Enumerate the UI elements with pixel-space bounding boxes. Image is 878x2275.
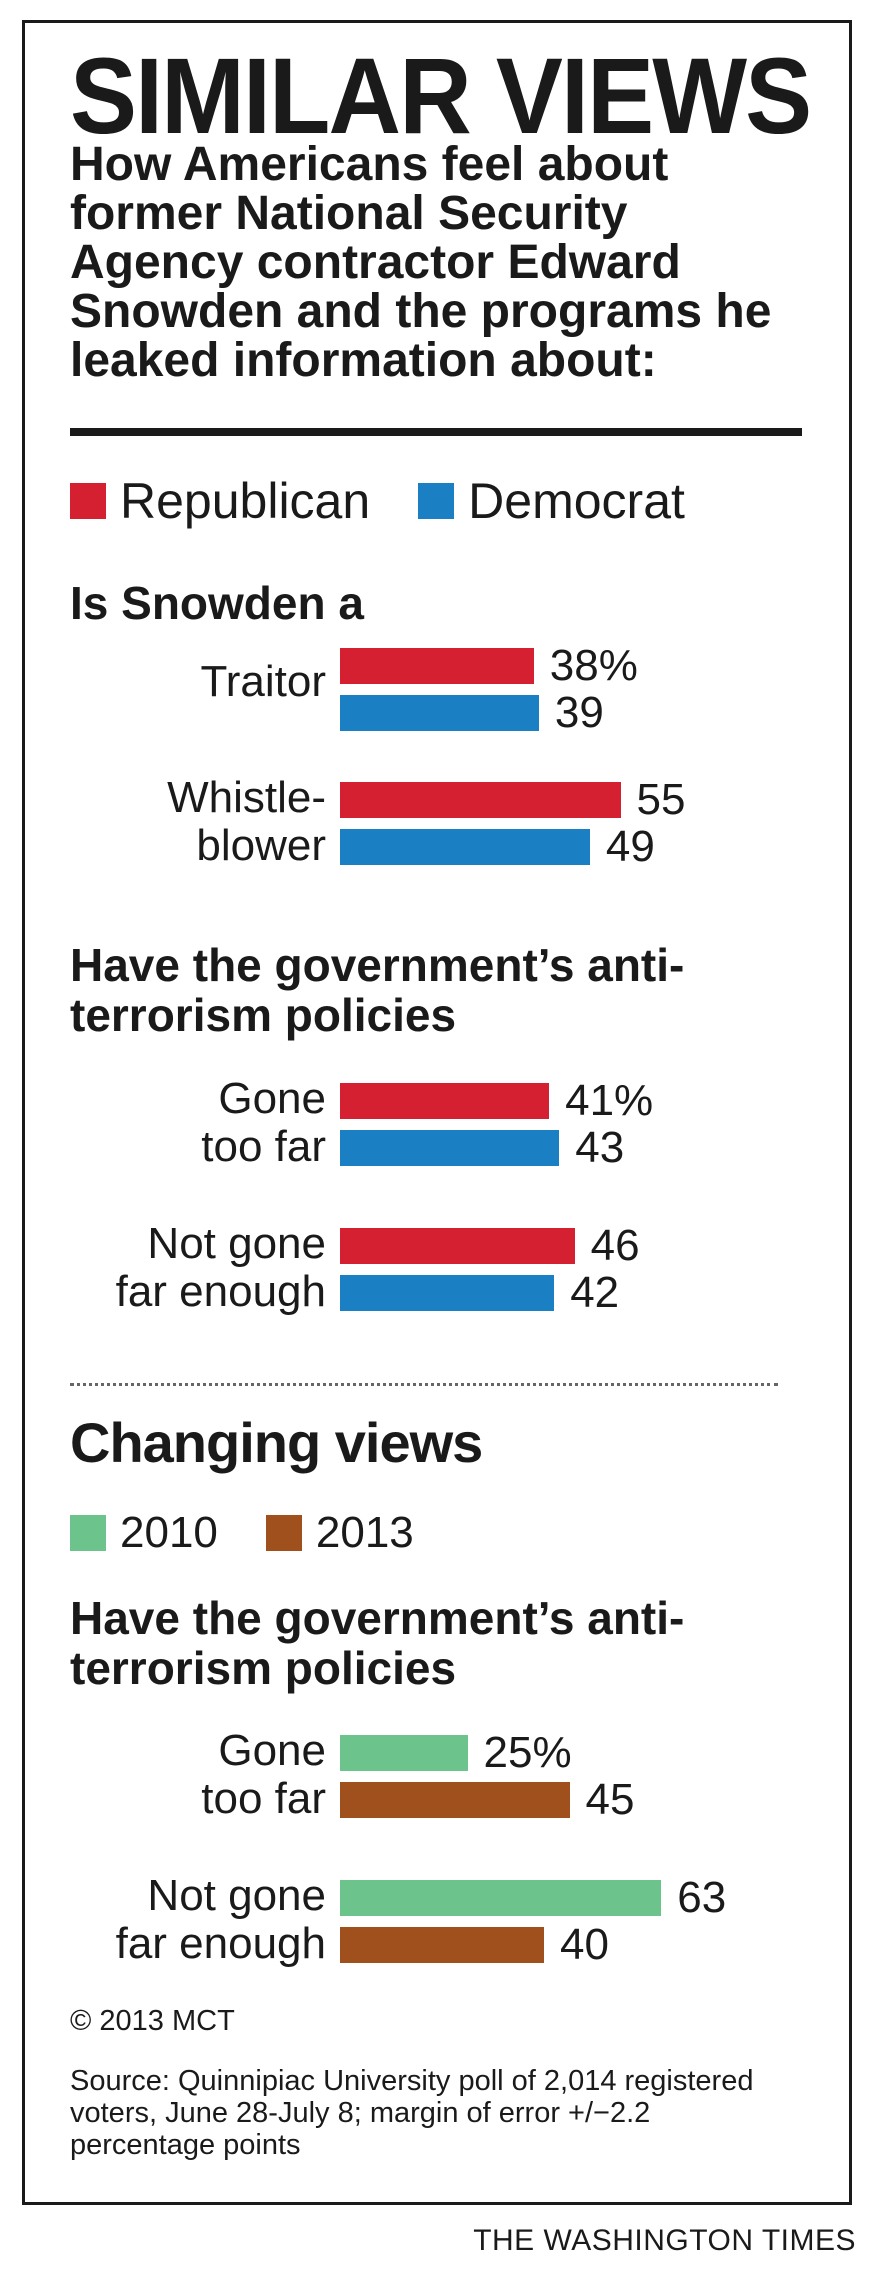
chart-subtitle: How Americans feel about former National… [70,138,772,387]
party-legend: Republican Democrat [70,472,733,530]
chart-3-bar [340,1735,468,1771]
chart-1-bar [340,829,590,865]
chart-2-bar [340,1083,550,1119]
chart-2-category-label: Not gone far enough [116,1220,326,1316]
chart-2-value-label: 46 [590,1221,640,1270]
legend-label-republican: Republican [120,473,371,529]
chart-2-category-label: Gone too far [201,1075,326,1171]
legend-item-democrat: Democrat [418,472,685,530]
chart-1-category-label: Whistle-blower [167,774,326,870]
chart-1-bar [340,648,534,684]
chart-1-bar [340,695,539,731]
chart-1-category-label: Traitor [201,658,327,706]
copyright-note: © 2013 MCT [70,2005,235,2037]
chart-3-bar [340,1782,570,1818]
source-note: Source: Quinnipiac University poll of 2,… [70,2065,754,2161]
chart-3-value-label: 63 [677,1873,727,1922]
chart-1-heading: Is Snowden a [70,577,364,629]
chart-1-value-label: 39 [554,688,604,737]
category-label-line: Gone [218,1074,326,1123]
chart-3-bar [340,1927,544,1963]
legend-swatch-2010 [70,1515,106,1551]
publisher-credit: THE WASHINGTON TIMES [473,2224,856,2257]
chart-2-value-label: 43 [575,1123,625,1172]
chart-1-value-label: 49 [605,822,655,871]
chart-2-value-label: 42 [570,1268,620,1317]
chart-3-bar [340,1880,662,1916]
category-label-line: Not gone [147,1219,326,1268]
chart-3-heading: Have the government’s anti-terrorism pol… [70,1592,685,1694]
legend-label-2010: 2010 [120,1508,218,1557]
category-label-line: Gone [218,1726,326,1775]
legend-label-democrat: Democrat [468,473,685,529]
chart-3-category-label: Not gone far enough [116,1872,326,1968]
category-label-line: too far [201,1774,326,1823]
section-divider [70,1383,778,1386]
chart-2-heading: Have the government’s anti-terrorism pol… [70,939,685,1041]
legend-item-republican: Republican [70,472,370,530]
category-label-line: Not gone [147,1871,326,1920]
legend-item-2013: 2013 [265,1508,414,1558]
section-heading-changing-views: Changing views [70,1411,483,1474]
chart-2-bar [340,1275,555,1311]
category-label-line: far enough [115,1919,326,1968]
category-label-line: too far [201,1122,326,1171]
title-rule [70,428,802,436]
chart-2-bar [340,1228,575,1264]
category-label-line: blower [196,821,326,870]
legend-swatch-2013 [265,1515,302,1551]
legend-label-2013: 2013 [315,1508,414,1557]
legend-swatch-democrat [418,483,455,519]
chart-1-value-label: 38% [549,641,638,690]
year-legend: 2010 2013 [70,1508,462,1558]
legend-swatch-republican [70,483,106,519]
category-label-line: Whistle- [167,773,326,822]
chart-3-category-label: Gone too far [201,1727,326,1823]
chart-title: SIMILAR VIEWS [70,35,812,156]
chart-2-bar [340,1130,560,1166]
graphic-frame [22,20,852,2205]
chart-3-value-label: 25% [483,1728,572,1777]
category-label-line: Traitor [200,657,327,706]
category-label-line: far enough [115,1267,326,1316]
chart-3-value-label: 40 [560,1920,609,1969]
chart-2-value-label: 41% [565,1076,654,1125]
chart-3-value-label: 45 [585,1775,635,1824]
legend-item-2010: 2010 [70,1508,218,1558]
chart-1-value-label: 55 [636,775,686,824]
chart-1-bar [340,782,621,818]
